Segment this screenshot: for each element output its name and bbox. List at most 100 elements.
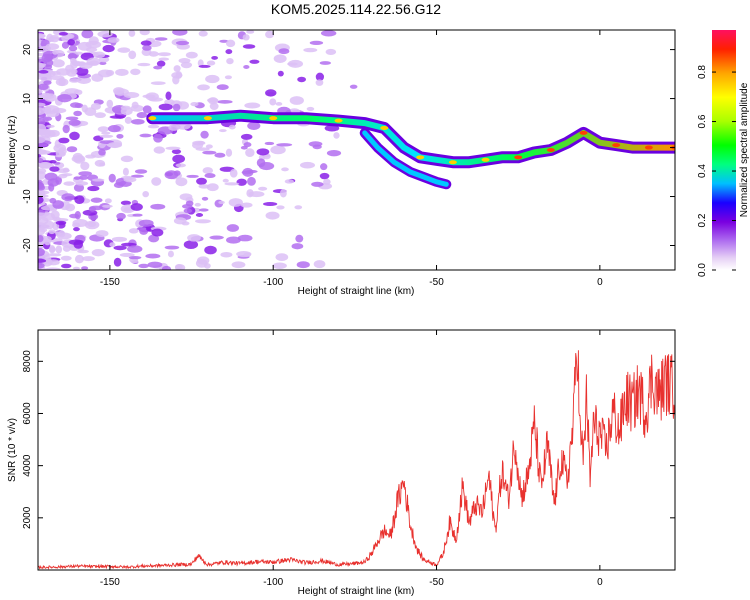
noise-blob bbox=[38, 234, 44, 243]
noise-blob bbox=[311, 181, 324, 187]
noise-blob bbox=[168, 124, 180, 131]
noise-blob bbox=[349, 84, 358, 89]
noise-blob bbox=[113, 257, 122, 267]
noise-blob bbox=[48, 245, 56, 254]
ridge-hotspot bbox=[203, 116, 212, 121]
noise-blob bbox=[197, 59, 204, 67]
noise-blob bbox=[108, 173, 116, 183]
noise-blob bbox=[289, 96, 304, 105]
y-tick-label: -20 bbox=[22, 238, 33, 253]
colorbar-tick-label: 0.0 bbox=[697, 263, 708, 277]
noise-blob bbox=[120, 107, 133, 116]
noise-blob bbox=[138, 263, 150, 269]
noise-blob bbox=[120, 155, 134, 163]
noise-blob bbox=[90, 197, 103, 203]
noise-blob bbox=[148, 234, 160, 243]
noise-blob bbox=[150, 81, 166, 85]
noise-blob bbox=[309, 40, 324, 46]
noise-blob bbox=[247, 176, 256, 186]
noise-blob bbox=[195, 258, 208, 268]
noise-blob bbox=[287, 62, 298, 66]
noise-blob bbox=[91, 248, 105, 257]
noise-blob bbox=[127, 245, 143, 253]
noise-blob bbox=[204, 245, 217, 255]
noise-blob bbox=[196, 177, 207, 185]
noise-blob bbox=[275, 102, 283, 106]
noise-blob bbox=[130, 203, 143, 211]
noise-blob bbox=[218, 200, 225, 205]
noise-blob bbox=[73, 51, 84, 55]
colorbar-tick-label: 0.6 bbox=[697, 114, 708, 128]
noise-blob bbox=[94, 112, 106, 119]
noise-blob bbox=[225, 39, 236, 48]
noise-blob bbox=[98, 149, 106, 156]
noise-blob bbox=[306, 106, 315, 111]
noise-blob bbox=[113, 87, 125, 95]
noise-blob bbox=[61, 263, 72, 269]
noise-blob bbox=[264, 141, 275, 146]
x-tick-label: -50 bbox=[429, 277, 444, 288]
noise-blob bbox=[172, 103, 181, 112]
noise-blob bbox=[226, 58, 234, 65]
colorbar-label: Normalized spectral amplitude bbox=[739, 82, 750, 217]
noise-blob bbox=[256, 148, 270, 156]
noise-blob bbox=[105, 69, 115, 77]
noise-blob bbox=[88, 36, 99, 45]
noise-blob bbox=[46, 253, 62, 257]
noise-blob bbox=[49, 197, 57, 204]
noise-blob bbox=[185, 200, 194, 207]
noise-blob bbox=[104, 198, 112, 204]
noise-blob bbox=[247, 121, 261, 130]
noise-blob bbox=[77, 249, 89, 254]
noise-blob bbox=[72, 222, 81, 228]
noise-blob bbox=[319, 61, 331, 65]
noise-blob bbox=[38, 190, 50, 195]
noise-blob bbox=[225, 49, 233, 55]
branch-core bbox=[362, 130, 449, 187]
noise-blob bbox=[174, 264, 186, 270]
noise-blob bbox=[190, 101, 199, 107]
noise-blob bbox=[198, 30, 208, 37]
noise-blob bbox=[195, 212, 204, 217]
noise-blob bbox=[229, 168, 238, 178]
noise-blob bbox=[219, 129, 227, 133]
noise-blob bbox=[80, 161, 90, 171]
snr-line-group bbox=[38, 350, 675, 570]
noise-blob bbox=[303, 47, 318, 53]
noise-blob bbox=[242, 167, 254, 177]
y-tick-label: 20 bbox=[22, 44, 33, 56]
noise-blob bbox=[52, 59, 65, 68]
noise-blob bbox=[70, 57, 77, 64]
noise-blob bbox=[207, 97, 219, 105]
noise-blob bbox=[296, 261, 310, 269]
noise-blob bbox=[38, 135, 46, 144]
noise-blob bbox=[191, 141, 204, 149]
noise-blob bbox=[153, 146, 166, 154]
noise-blob bbox=[74, 254, 84, 264]
noise-blob bbox=[38, 33, 46, 39]
noise-blob bbox=[38, 102, 46, 107]
spectrogram-frame bbox=[37, 29, 676, 271]
noise-blob bbox=[52, 107, 67, 114]
noise-blob bbox=[224, 75, 232, 80]
noise-blob bbox=[164, 170, 179, 180]
noise-blob bbox=[109, 242, 116, 247]
noise-blob bbox=[95, 230, 109, 238]
noise-blob bbox=[58, 31, 69, 36]
noise-blob bbox=[142, 190, 149, 198]
noise-blob bbox=[206, 60, 216, 66]
noise-blob bbox=[71, 155, 85, 163]
snr-x-label: Height of straight line (km) bbox=[298, 586, 415, 597]
noise-blob bbox=[142, 45, 152, 51]
noise-blob bbox=[136, 227, 147, 231]
ridge-hotspot bbox=[334, 118, 343, 123]
y-tick-label: 8000 bbox=[22, 350, 33, 373]
noise-blob bbox=[151, 177, 162, 186]
noise-blob bbox=[198, 184, 210, 189]
noise-blob bbox=[48, 229, 56, 235]
noise-blob bbox=[150, 203, 166, 210]
noise-blob bbox=[224, 182, 240, 186]
noise-blob bbox=[78, 61, 86, 65]
noise-blob bbox=[74, 195, 85, 205]
noise-blob bbox=[226, 236, 241, 244]
